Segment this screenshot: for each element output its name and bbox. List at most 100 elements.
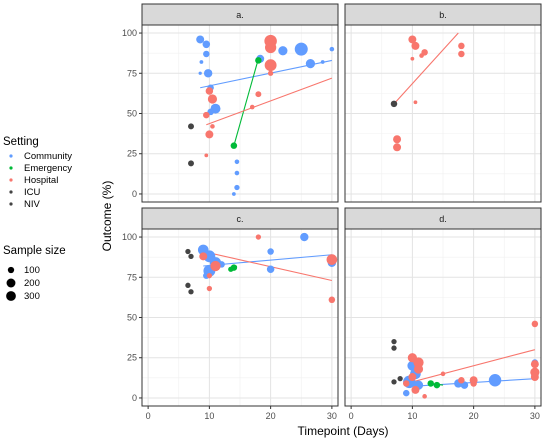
data-point-hospital [326, 254, 338, 265]
y-tick-label: 75 [127, 272, 137, 282]
y-tick-label: 100 [122, 232, 137, 242]
panel-2: b. [344, 3, 542, 203]
data-point-icu [391, 338, 397, 345]
data-point-hospital [210, 260, 221, 272]
data-point-hospital [410, 56, 415, 61]
legend-setting-entry: Hospital [9, 175, 58, 186]
trend-line-hospital [406, 349, 536, 385]
panel-strip-label: b. [439, 10, 447, 20]
data-point-hospital [458, 377, 465, 384]
data-point-icu [185, 248, 191, 255]
data-point-icu [185, 282, 191, 288]
legend-size-entry: 100 [7, 265, 40, 276]
panel-1: a. 0 25 50 75 100 [122, 3, 339, 203]
y-tick-label: 100 [122, 28, 137, 38]
y-tick-label: 0 [132, 393, 137, 403]
data-point-hospital [207, 94, 218, 104]
x-tick-label: 20 [469, 411, 479, 421]
panel-strip-label: d. [439, 214, 447, 224]
data-point-hospital [458, 50, 465, 58]
data-point-hospital [408, 35, 417, 44]
data-point-hospital [402, 380, 410, 387]
legend-setting-label: NIV [24, 199, 41, 210]
legend-size-entry: 200 [6, 278, 40, 289]
legend-size: Sample size 100 200 300 [3, 245, 66, 302]
legend-size-dot [6, 291, 16, 301]
data-point-community [234, 159, 240, 165]
data-point-community [320, 60, 325, 64]
trend-line-hospital [393, 32, 459, 105]
data-point-hospital [440, 371, 446, 377]
data-point-emergency [230, 142, 238, 149]
data-point-hospital [413, 100, 418, 105]
data-point-hospital [411, 385, 420, 394]
legend-key-dot [9, 166, 13, 170]
data-point-community [267, 248, 274, 255]
data-point-hospital [411, 41, 420, 50]
legend-setting-entry: Emergency [9, 163, 72, 174]
data-point-emergency [255, 57, 262, 64]
legend-setting-label: ICU [24, 187, 41, 198]
y-tick-label: 0 [132, 189, 137, 199]
data-point-hospital [249, 104, 255, 110]
data-point-community [198, 71, 202, 75]
x-tick-label: 30 [327, 411, 337, 421]
legend-setting-entry: Community [9, 151, 72, 162]
data-point-community [278, 46, 288, 56]
legend-key-dot [9, 178, 13, 182]
y-tick-label: 50 [127, 109, 137, 119]
y-tick-label: 75 [127, 68, 137, 78]
trend-line-hospital [206, 77, 333, 126]
data-point-icu [391, 345, 397, 351]
data-point-hospital [264, 59, 277, 72]
panel-border [344, 228, 542, 407]
legend-size-items: 100 200 300 [6, 265, 40, 302]
data-point-community [202, 40, 211, 49]
trend-line-emergency [233, 58, 259, 146]
x-axis-title: Timepoint (Days) [298, 424, 389, 438]
panel-strip-label: a. [236, 10, 244, 20]
data-point-hospital [205, 87, 214, 95]
data-point-hospital [205, 130, 214, 139]
legend-size-label: 100 [24, 265, 40, 276]
y-axis-title: Outcome (%) [100, 181, 114, 252]
legend-setting-label: Emergency [24, 163, 72, 174]
data-point-community [294, 42, 308, 56]
data-point-hospital [203, 111, 210, 119]
data-point-hospital [267, 70, 274, 76]
legend-size-entry: 300 [6, 291, 40, 302]
data-point-icu [188, 253, 194, 260]
data-point-community [402, 389, 410, 397]
y-tick-label: 50 [127, 313, 137, 323]
legend-setting-entry: NIV [9, 199, 41, 210]
data-point-hospital [206, 285, 213, 292]
panels: a. 0 25 50 75 100 b. c. 0 25 50 75 100 0 10 20 30 d. 0 10 20… [122, 3, 542, 421]
data-point-hospital [531, 320, 539, 328]
data-point-hospital [413, 364, 424, 374]
trend-line-hospital [203, 250, 332, 282]
y-tick-label: 25 [127, 353, 137, 363]
data-point-community [203, 69, 213, 78]
data-point-hospital [458, 42, 465, 50]
data-point-community [234, 184, 240, 191]
data-point-hospital [255, 234, 262, 240]
y-tick-label: 25 [127, 149, 137, 159]
legend-setting-title: Setting [3, 136, 39, 148]
data-point-emergency [433, 381, 441, 389]
x-tick-label: 20 [266, 411, 276, 421]
data-point-community [199, 60, 204, 64]
data-point-hospital [530, 360, 539, 369]
data-point-hospital [206, 273, 213, 279]
legend-setting-entry: ICU [9, 187, 41, 198]
data-point-hospital [204, 153, 209, 158]
x-tick-label: 30 [530, 411, 540, 421]
data-point-hospital [393, 143, 402, 152]
data-point-hospital [530, 373, 539, 382]
data-point-community [231, 192, 236, 196]
data-point-community [300, 232, 309, 242]
data-point-icu [188, 123, 194, 130]
data-point-icu [188, 160, 194, 167]
legend-key-dot [9, 202, 13, 206]
